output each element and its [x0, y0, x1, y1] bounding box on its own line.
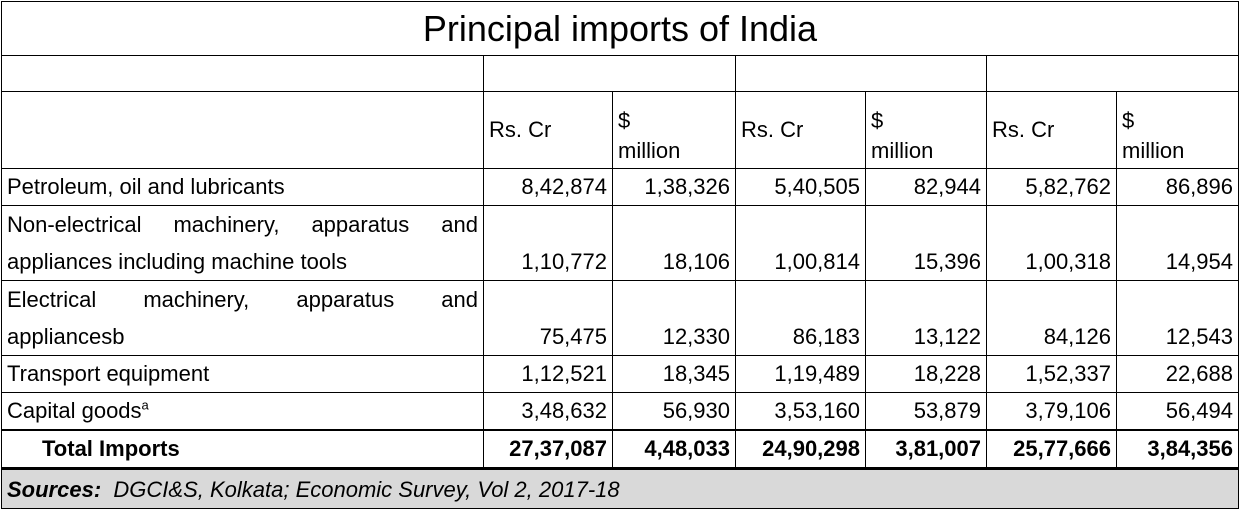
col-usd-million: $ million: [612, 91, 736, 169]
value-cell: 13,122: [865, 280, 987, 356]
value-cell: 1,10,772: [483, 205, 613, 281]
table-title: Principal imports of India: [1, 1, 1239, 56]
total-label: Total Imports: [1, 429, 484, 469]
value-cell: 15,396: [865, 205, 987, 281]
col-usd-million: $ million: [865, 91, 987, 169]
value-cell: 53,879: [865, 392, 987, 431]
value-cell: 84,126: [986, 280, 1117, 356]
value-cell: 5,40,505: [735, 168, 866, 206]
total-value: 3,81,007: [865, 429, 987, 469]
value-cell: 1,38,326: [612, 168, 736, 206]
value-cell: 1,19,489: [735, 355, 866, 393]
value-cell: 3,48,632: [483, 392, 613, 431]
value-cell: 18,228: [865, 355, 987, 393]
blank-cell: [1, 91, 484, 169]
row-label: Petroleum, oil and lubricants: [1, 168, 484, 206]
value-cell: 86,896: [1116, 168, 1239, 206]
value-cell: 56,930: [612, 392, 736, 431]
unit-header-row: Rs. Cr $ million Rs. Cr $ million Rs. Cr $…: [1, 91, 1239, 169]
value-cell: 5,82,762: [986, 168, 1117, 206]
source-note: Sources: DGCI&S, Kolkata; Economic Surve…: [1, 467, 1239, 509]
total-row: Total Imports 27,37,087 4,48,033 24,90,2…: [1, 429, 1239, 469]
value-cell: 1,12,521: [483, 355, 613, 393]
value-cell: 12,330: [612, 280, 736, 356]
table-row: Non-electrical machinery, apparatus and …: [1, 205, 1239, 281]
value-cell: 1,00,318: [986, 205, 1117, 281]
col-rs-cr: Rs. Cr: [483, 91, 613, 169]
total-value: 27,37,087: [483, 429, 613, 469]
value-cell: 82,944: [865, 168, 987, 206]
total-value: 3,84,356: [1116, 429, 1239, 469]
value-cell: 56,494: [1116, 392, 1239, 431]
total-value: 24,90,298: [735, 429, 866, 469]
total-value: 25,77,666: [986, 429, 1117, 469]
table-row: Transport equipment 1,12,521 18,345 1,19…: [1, 355, 1239, 393]
table-row: Electrical machinery, apparatus and appl…: [1, 280, 1239, 356]
source-text: DGCI&S, Kolkata; Economic Survey, Vol 2,…: [113, 477, 620, 502]
row-label: Electrical machinery, apparatus and appl…: [1, 280, 484, 356]
source-row: Sources: DGCI&S, Kolkata; Economic Surve…: [1, 467, 1239, 509]
total-value: 4,48,033: [612, 429, 736, 469]
value-cell: 3,53,160: [735, 392, 866, 431]
value-cell: 75,475: [483, 280, 613, 356]
year-group-1: [483, 55, 736, 92]
value-cell: 1,00,814: [735, 205, 866, 281]
value-cell: 1,52,337: [986, 355, 1117, 393]
footnote-marker: a: [141, 397, 149, 413]
table-row: Capital goodsa 3,48,632 56,930 3,53,160 …: [1, 392, 1239, 431]
row-label: Non-electrical machinery, apparatus and …: [1, 205, 484, 281]
col-usd-million: $ million: [1116, 91, 1239, 169]
year-group-2: [735, 55, 987, 92]
col-rs-cr: Rs. Cr: [735, 91, 866, 169]
value-cell: 18,345: [612, 355, 736, 393]
row-label: Capital goodsa: [1, 392, 484, 431]
blank-cell: [1, 55, 484, 92]
value-cell: 3,79,106: [986, 392, 1117, 431]
value-cell: 18,106: [612, 205, 736, 281]
table-row: Petroleum, oil and lubricants 8,42,874 1…: [1, 168, 1239, 206]
value-cell: 8,42,874: [483, 168, 613, 206]
value-cell: 14,954: [1116, 205, 1239, 281]
row-label: Transport equipment: [1, 355, 484, 393]
col-rs-cr: Rs. Cr: [986, 91, 1117, 169]
value-cell: 86,183: [735, 280, 866, 356]
value-cell: 22,688: [1116, 355, 1239, 393]
year-group-3: [986, 55, 1239, 92]
year-header-row: [1, 55, 1239, 92]
source-label: Sources:: [7, 477, 102, 502]
value-cell: 12,543: [1116, 280, 1239, 356]
